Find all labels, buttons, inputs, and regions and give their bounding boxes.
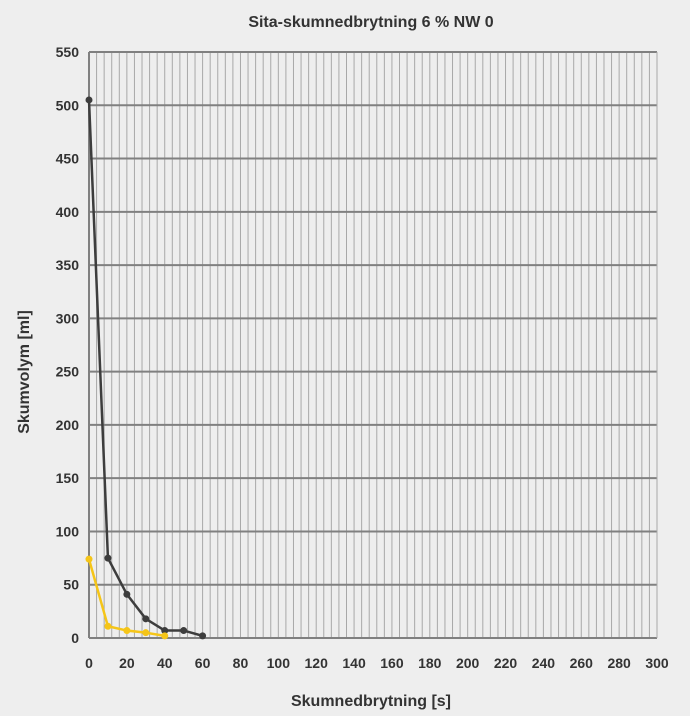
x-axis-label: Skumnedbrytning [s] (291, 693, 451, 710)
data-point (199, 632, 207, 640)
x-tick-label: 60 (195, 655, 211, 671)
x-tick-label: 0 (85, 655, 93, 671)
plot-grid (88, 51, 658, 639)
data-point (142, 629, 150, 637)
data-point (85, 96, 93, 104)
x-tick-label: 120 (305, 655, 329, 671)
data-point (123, 590, 131, 598)
x-tick-label: 140 (342, 655, 366, 671)
y-tick-label: 350 (56, 257, 80, 273)
data-point (142, 615, 150, 623)
plot-series (85, 96, 207, 640)
x-tick-label: 80 (233, 655, 249, 671)
y-tick-label: 100 (56, 523, 80, 539)
y-tick-label: 550 (56, 44, 80, 60)
data-point (161, 627, 169, 635)
x-tick-label: 280 (607, 655, 631, 671)
data-point (180, 627, 188, 635)
x-tick-label: 220 (494, 655, 518, 671)
x-tick-label: 100 (267, 655, 291, 671)
x-tick-label: 300 (645, 655, 669, 671)
x-tick-label: 180 (418, 655, 442, 671)
x-tick-label: 20 (119, 655, 135, 671)
y-axis-label: Skumvolym [ml] (16, 310, 33, 434)
data-point (123, 627, 131, 635)
y-tick-label: 0 (71, 630, 79, 646)
y-tick-label: 50 (63, 577, 79, 593)
y-tick-label: 400 (56, 204, 80, 220)
x-tick-label: 200 (456, 655, 480, 671)
x-tick-label: 40 (157, 655, 173, 671)
y-tick-label: 250 (56, 364, 80, 380)
y-tick-label: 200 (56, 417, 80, 433)
y-tick-label: 450 (56, 151, 80, 167)
data-point (161, 632, 169, 640)
y-tick-label: 150 (56, 470, 80, 486)
chart-title: Sita-skumnedbrytning 6 % NW 0 (248, 14, 493, 31)
y-tick-label: 500 (56, 97, 80, 113)
x-tick-label: 240 (532, 655, 556, 671)
x-tick-label: 160 (380, 655, 404, 671)
y-axis-ticks: 0 50 100 150 200 250 300 350 400 450 500 550 (56, 44, 80, 646)
data-point (85, 555, 93, 563)
data-point (104, 554, 112, 562)
data-point (104, 622, 112, 630)
y-tick-label: 300 (56, 310, 80, 326)
x-tick-label: 260 (570, 655, 594, 671)
x-axis-ticks: 0 20 40 60 80 100 120 140 160 180 200 220 240 260 280 3… (85, 655, 669, 671)
